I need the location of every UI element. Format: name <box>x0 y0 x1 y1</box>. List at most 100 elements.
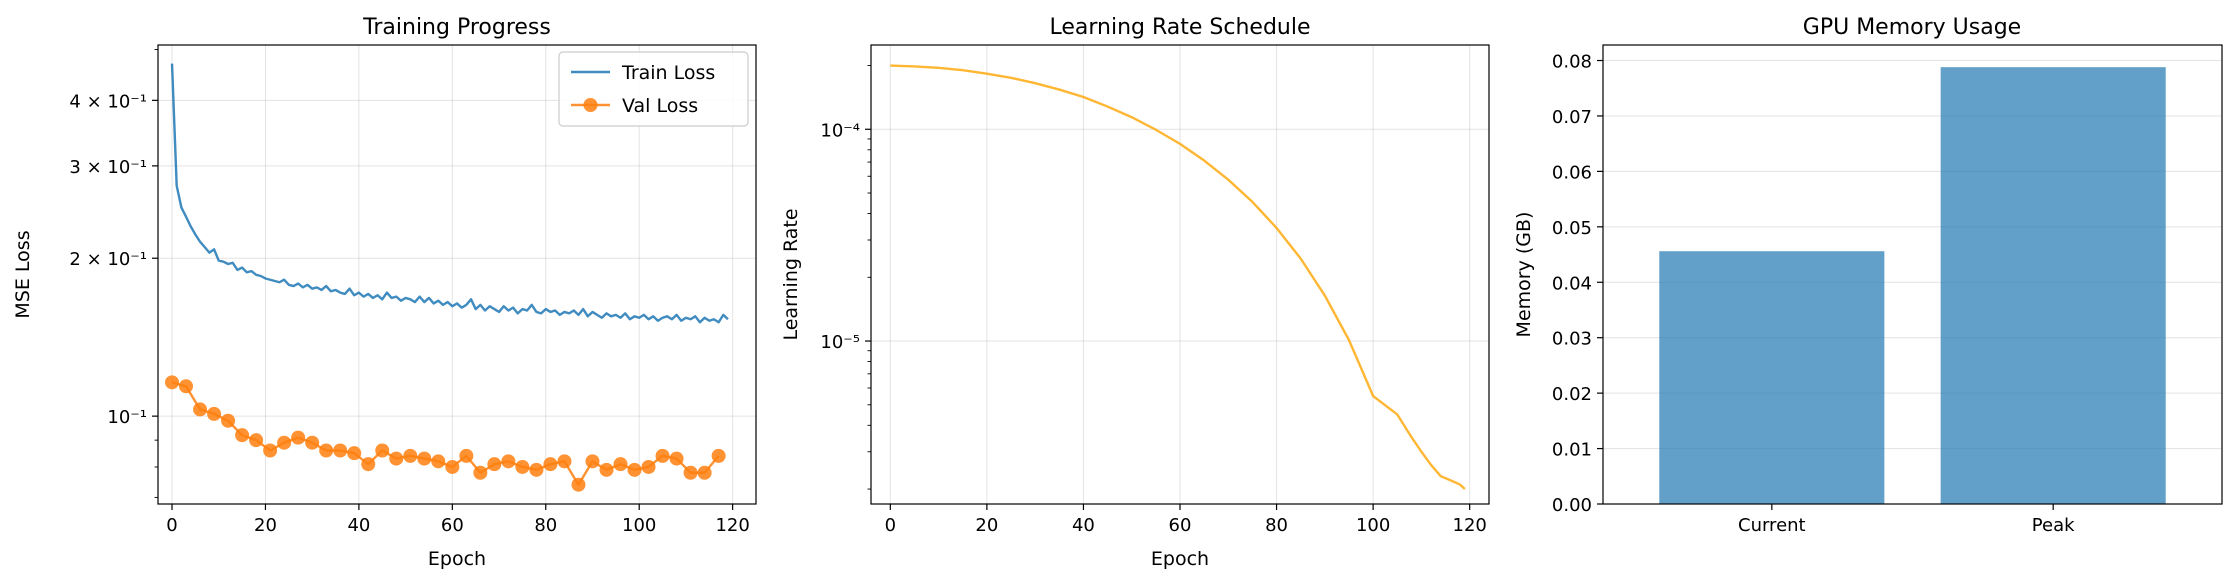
val-loss-point <box>221 413 236 428</box>
val-loss-point <box>557 454 572 469</box>
x-tick-label: 0 <box>166 515 177 536</box>
val-loss-point <box>235 428 250 443</box>
panel-gpu-memory-usage: 0.00 0.01 0.02 0.03 0.04 0.05 0.06 0.07 0.08 Curr… <box>1513 15 2223 536</box>
axes-frame-gpu-memory <box>1602 44 2223 505</box>
y-tick-label: 0.01 <box>1552 440 1592 461</box>
x-tick-label-peak: Peak <box>2032 515 2075 536</box>
x-axis-label-learning-rate: Epoch <box>1151 548 1209 570</box>
legend-box <box>558 51 749 127</box>
x-tick-label: 40 <box>347 515 370 536</box>
val-loss-point <box>333 443 348 458</box>
y-tick-label: 10⁻¹ <box>107 407 147 428</box>
series-0-line <box>890 64 1466 490</box>
val-loss-point <box>529 462 544 477</box>
ticks-learning-rate: 0 20 40 60 80 100 120 10⁻⁵ 10⁻⁴ <box>820 65 1487 536</box>
val-loss-point <box>459 448 474 463</box>
val-loss-point <box>431 454 446 469</box>
val-loss-line <box>171 381 720 486</box>
val-loss-point <box>585 454 600 469</box>
val-loss-point <box>291 430 306 445</box>
y-tick-label: 0.00 <box>1552 495 1592 516</box>
val-loss-point <box>207 406 222 421</box>
val-loss-point <box>263 443 278 458</box>
x-tick-label: 100 <box>1356 515 1390 536</box>
train-loss-line <box>170 63 729 324</box>
y-axis-label-training-progress: MSE Loss <box>12 230 34 318</box>
ticks-gpu-memory: 0.00 0.01 0.02 0.03 0.04 0.05 0.06 0.07 0.08 Curr… <box>1552 52 2075 536</box>
val-loss-point <box>571 477 586 492</box>
x-tick-label: 40 <box>1072 515 1095 536</box>
val-loss-point <box>417 451 432 466</box>
ticks-training-progress: 0 20 40 60 80 100 120 10⁻¹ 2 × 10⁻¹ 3 × 10⁻¹ 4 × 1… <box>69 49 750 536</box>
series-training-progress <box>165 63 729 492</box>
y-tick-label: 0.03 <box>1552 329 1592 350</box>
y-tick-label: 10⁻⁵ <box>820 332 860 353</box>
bars-gpu-memory <box>1659 67 2166 504</box>
y-tick-label: 2 × 10⁻¹ <box>69 249 147 270</box>
chart-title-gpu-memory: GPU Memory Usage <box>1803 15 2021 40</box>
y-tick-label: 0.08 <box>1552 52 1592 73</box>
y-tick-label: 3 × 10⁻¹ <box>69 157 147 178</box>
legend: Train Loss Val Loss <box>558 51 749 127</box>
legend-label-val-loss: Val Loss <box>622 95 698 117</box>
val-loss-point <box>669 451 684 466</box>
x-tick-label: 60 <box>1169 515 1192 536</box>
y-axis-label-learning-rate: Learning Rate <box>780 208 802 340</box>
y-tick-label: 0.05 <box>1552 218 1592 239</box>
x-tick-label: 20 <box>975 515 998 536</box>
val-loss-point <box>501 454 516 469</box>
x-tick-label: 20 <box>254 515 277 536</box>
y-tick-label: 0.06 <box>1552 162 1592 183</box>
x-tick-label: 80 <box>1265 515 1288 536</box>
x-tick-label: 100 <box>622 515 656 536</box>
y-tick-label: 0.04 <box>1552 273 1592 294</box>
val-loss-point <box>711 448 726 463</box>
x-axis-label-training-progress: Epoch <box>428 548 486 570</box>
y-tick-label: 4 × 10⁻¹ <box>69 91 147 112</box>
x-tick-label: 0 <box>885 515 896 536</box>
panel-learning-rate-schedule: 0 20 40 60 80 100 120 10⁻⁵ 10⁻⁴ Learning Rate Sc… <box>780 15 1490 570</box>
axes-frame-training-progress <box>157 44 757 505</box>
chart-title-learning-rate: Learning Rate Schedule <box>1049 15 1310 40</box>
val-loss-point <box>249 433 264 448</box>
bar-current <box>1659 251 1885 504</box>
val-loss-point <box>683 465 698 480</box>
val-loss-point <box>319 443 334 458</box>
val-loss-point <box>697 465 712 480</box>
val-loss-point <box>515 459 530 474</box>
val-loss-point <box>599 462 614 477</box>
val-loss-point <box>445 459 460 474</box>
x-tick-label-current: Current <box>1738 515 1806 536</box>
bar-peak <box>1940 67 2166 504</box>
val-loss-point <box>613 457 628 472</box>
plot-area-learning-rate <box>871 45 1489 504</box>
panel-training-progress: 0 20 40 60 80 100 120 10⁻¹ 2 × 10⁻¹ 3 × 10⁻¹ 4 × 1… <box>12 15 757 570</box>
val-loss-point <box>305 435 320 450</box>
val-loss-point <box>165 375 180 390</box>
val-loss-point <box>487 457 502 472</box>
val-loss-point <box>193 402 208 417</box>
x-tick-label: 80 <box>534 515 557 536</box>
legend-label-train-loss: Train Loss <box>621 62 715 84</box>
val-loss-point <box>179 379 194 394</box>
val-loss-point <box>389 451 404 466</box>
val-loss-point <box>627 462 642 477</box>
y-axis-label-gpu-memory: Memory (GB) <box>1513 212 1535 338</box>
y-tick-label: 0.02 <box>1552 384 1592 405</box>
val-loss-point <box>347 446 362 461</box>
val-loss-point <box>641 459 656 474</box>
y-tick-label: 0.07 <box>1552 107 1592 128</box>
x-tick-label: 120 <box>715 515 749 536</box>
chart-title-training-progress: Training Progress <box>362 15 551 40</box>
val-loss-point <box>375 443 390 458</box>
val-loss-point <box>361 457 376 472</box>
val-loss-point <box>277 435 292 450</box>
val-loss-point <box>473 465 488 480</box>
val-loss-point <box>403 448 418 463</box>
legend-marker-val-loss <box>583 98 598 112</box>
x-tick-label: 120 <box>1453 515 1487 536</box>
y-tick-label: 10⁻⁴ <box>820 120 860 141</box>
val-loss-point <box>543 457 558 472</box>
series-learning-rate <box>890 64 1466 490</box>
